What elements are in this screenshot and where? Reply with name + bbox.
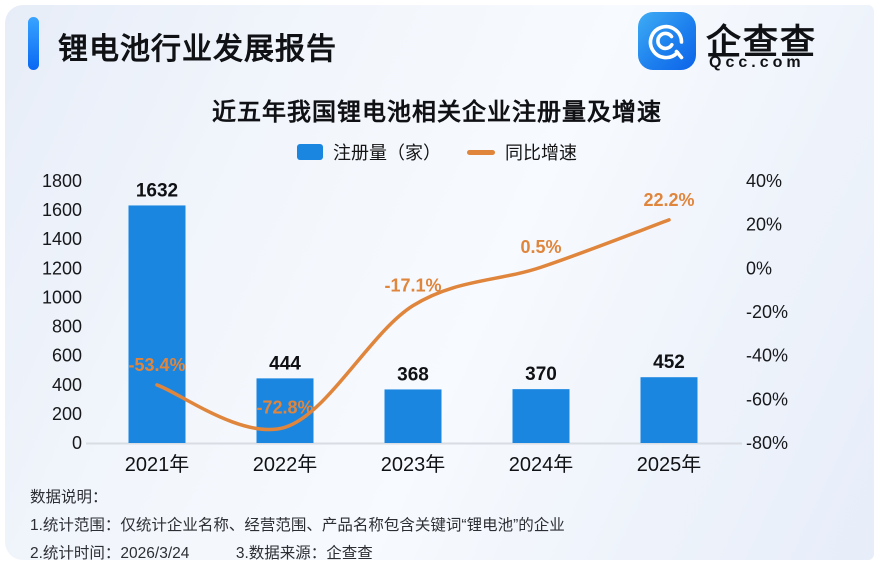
right-axis-tick: 40% <box>746 171 782 191</box>
note-date-source: 2.统计时间：2026/3/24 3.数据来源：企查查 <box>30 545 373 562</box>
left-axis-tick: 400 <box>52 375 82 395</box>
left-axis-tick: 0 <box>72 433 82 453</box>
growth-line <box>155 218 671 432</box>
right-axis-tick: -80% <box>746 433 788 453</box>
right-axis-tick: 0% <box>746 258 772 278</box>
qcc-logo-name: 企查查 <box>706 23 818 62</box>
data-notes: 数据说明： 1.统计范围：仅统计企业名称、经营范围、产品名称包含关键词“锂电池”… <box>30 484 565 566</box>
right-axis-tick: 20% <box>746 215 782 235</box>
x-axis-category-label: 2025年 <box>637 453 702 476</box>
bar-value-label: 452 <box>653 352 685 373</box>
left-axis-tick: 1000 <box>42 287 82 307</box>
right-axis-tick: -60% <box>746 389 788 409</box>
left-axis-tick: 1600 <box>42 200 82 220</box>
x-axis-category-label: 2024年 <box>509 453 574 476</box>
left-axis-tick: 600 <box>52 346 82 366</box>
notes-heading: 数据说明： <box>30 489 108 506</box>
note-scope: 1.统计范围：仅统计企业名称、经营范围、产品名称包含关键词“锂电池”的企业 <box>30 517 565 534</box>
x-axis-category-label: 2023年 <box>381 453 446 476</box>
bar-series-swatch-icon <box>297 144 323 160</box>
left-axis-tick: 1800 <box>42 171 82 191</box>
growth-value-label: -53.4% <box>128 355 185 375</box>
left-axis-tick: 800 <box>52 317 82 337</box>
bar <box>384 389 442 443</box>
left-axis-tick: 1200 <box>42 258 82 278</box>
legend-bar-label: 注册量（家） <box>333 143 441 163</box>
bar <box>256 378 314 443</box>
right-axis-tick: -20% <box>746 302 788 322</box>
growth-value-label: -17.1% <box>384 276 441 296</box>
legend-line-label: 同比增速 <box>505 143 577 163</box>
left-axis-tick: 1400 <box>42 229 82 249</box>
line-series-swatch-icon <box>467 149 495 155</box>
bar <box>512 389 570 443</box>
bar-value-label: 370 <box>525 364 557 385</box>
bar <box>640 377 698 443</box>
qcc-logo-domain: Qcc.com <box>709 54 805 71</box>
bar-value-label: 368 <box>397 364 429 385</box>
qcc-magnifier-icon <box>648 24 684 60</box>
growth-value-label: -72.8% <box>256 397 313 417</box>
chart-title: 近五年我国锂电池相关企业注册量及增速 <box>212 99 662 126</box>
growth-value-label: 22.2% <box>643 190 694 210</box>
x-axis-category-label: 2022年 <box>253 453 318 476</box>
bar-value-label: 444 <box>269 353 301 374</box>
left-axis-tick: 200 <box>52 404 82 424</box>
bar <box>128 205 186 443</box>
growth-value-label: 0.5% <box>520 237 561 257</box>
page-title: 锂电池行业发展报告 <box>58 33 337 66</box>
x-axis-category-label: 2021年 <box>125 453 190 476</box>
qcc-logo-icon <box>638 12 696 70</box>
bar-value-label: 1632 <box>136 180 178 201</box>
right-axis-tick: -40% <box>746 346 788 366</box>
title-accent-bar <box>28 17 39 70</box>
chart-legend: 注册量（家） 同比增速 <box>0 139 874 165</box>
